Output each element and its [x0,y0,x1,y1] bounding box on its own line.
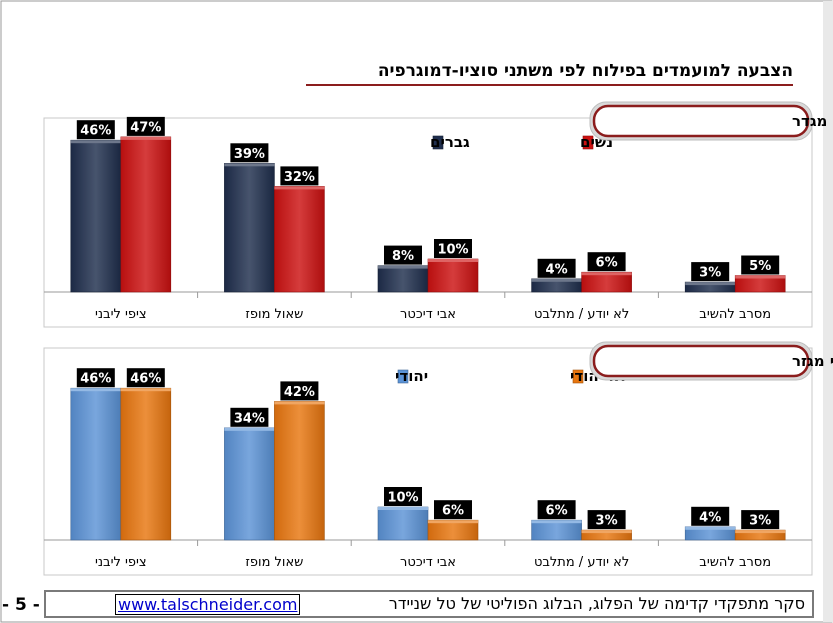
data-label: 42% [284,385,315,400]
bar [70,387,122,541]
bar-cap [581,530,632,534]
data-label-box [280,166,319,186]
data-label-box [126,368,165,388]
legend-label: יהודי [395,367,428,385]
data-label-box [741,510,780,530]
data-label-box [587,252,626,272]
data-label-box [76,120,115,140]
category-label: אבי דיכטר [400,555,456,570]
data-label-box [384,245,422,265]
data-label-box [691,506,730,526]
data-label-box [76,368,115,388]
data-label: 46% [80,124,111,139]
data-label-box [384,487,422,506]
data-label-box [126,116,165,136]
bar-cap [274,186,325,190]
legend-swatch [572,369,584,384]
data-label: 5% [749,259,771,274]
bar-cap [735,530,786,534]
chart-panel-2: 46% 46% ציפי ליבני 34% 42% שאול מופז 10% 6% אבי … [43,341,833,576]
bar-cap [428,520,478,524]
bar-cap [685,526,736,530]
legend-swatch [582,135,594,150]
data-label-box [434,239,472,258]
data-label-box [537,258,576,278]
page-title: הצבעה למועמדים בפילוח לפי משתני סוציו-דמ… [377,61,793,81]
bar-cap [274,401,325,405]
category-label: לא יודע / מתלבט [534,307,629,322]
data-label: 3% [596,514,618,529]
bar-cap [70,140,121,144]
bar [274,401,325,541]
data-label: 39% [234,147,265,162]
bar-cap [224,163,275,167]
bar [120,387,172,541]
bar-cap [224,427,275,431]
data-label: 4% [699,510,721,525]
data-label: 34% [234,411,265,426]
title-pill [592,344,810,378]
data-label-box [587,510,626,530]
data-label: 3% [699,266,721,281]
footer-text: סקר מתפקדי קדימה של הפלוג, הבלוג הפוליטי… [388,594,805,613]
bar-cap [378,507,428,510]
data-label-box [537,500,576,520]
data-label: 6% [546,504,568,519]
data-label: 6% [596,256,618,271]
bar [274,186,325,293]
page-number: - 5 - [2,595,40,615]
bar-cap [531,520,582,524]
bar [377,265,429,293]
category-label: אבי דיכטר [400,307,456,322]
category-label: שאול מופז [245,555,303,570]
bar-cap [531,278,582,282]
data-label-box [741,255,780,275]
data-label-box [280,381,319,401]
legend-swatch [432,135,444,150]
title-underline [306,84,793,86]
data-label: 32% [284,170,315,185]
bar-cap [378,265,428,269]
bar [120,136,172,293]
data-label: 6% [442,504,464,519]
data-label: 46% [130,372,161,387]
category-label: לא יודע / מתלבט [534,555,629,570]
chart-panel-1: 46% 47% ציפי ליבני 39% 32% שאול מופז 8% 10% אבי … [43,101,833,328]
legend-label: גברים [430,133,470,151]
footer-link[interactable]: www.talschneider.com [115,594,301,615]
data-label: 4% [546,262,568,277]
bar-cap [120,136,171,140]
legend-swatch [397,369,409,384]
data-label-box [230,143,269,163]
bar [377,506,429,541]
data-label-box [230,407,269,427]
category-label: ציפי ליבני [95,307,147,322]
chart-title: בפילוח לפי מגזר [792,352,833,370]
data-label: 10% [437,243,468,258]
data-label: 46% [80,372,111,387]
bar-cap [120,388,171,392]
data-label: 47% [130,120,161,135]
title-pill [592,104,810,138]
bar [224,163,275,293]
category-label: מסרב להשיב [699,555,771,570]
bar-cap [581,272,632,276]
bar [70,139,122,293]
data-label-box [434,500,472,520]
bar-cap [70,388,121,392]
category-label: מסרב להשיב [699,307,771,322]
category-label: שאול מופז [245,307,303,322]
data-label: 3% [749,514,771,529]
bar-cap [685,282,736,286]
data-label: 10% [387,491,418,506]
bar [427,258,479,293]
bar [224,427,275,541]
data-label-box [691,262,730,282]
chart-title: בפילוח לפי מגדר [792,112,833,130]
category-label: ציפי ליבני [95,555,147,570]
bar-cap [735,275,786,279]
bar-cap [428,259,478,262]
data-label: 8% [392,249,414,264]
